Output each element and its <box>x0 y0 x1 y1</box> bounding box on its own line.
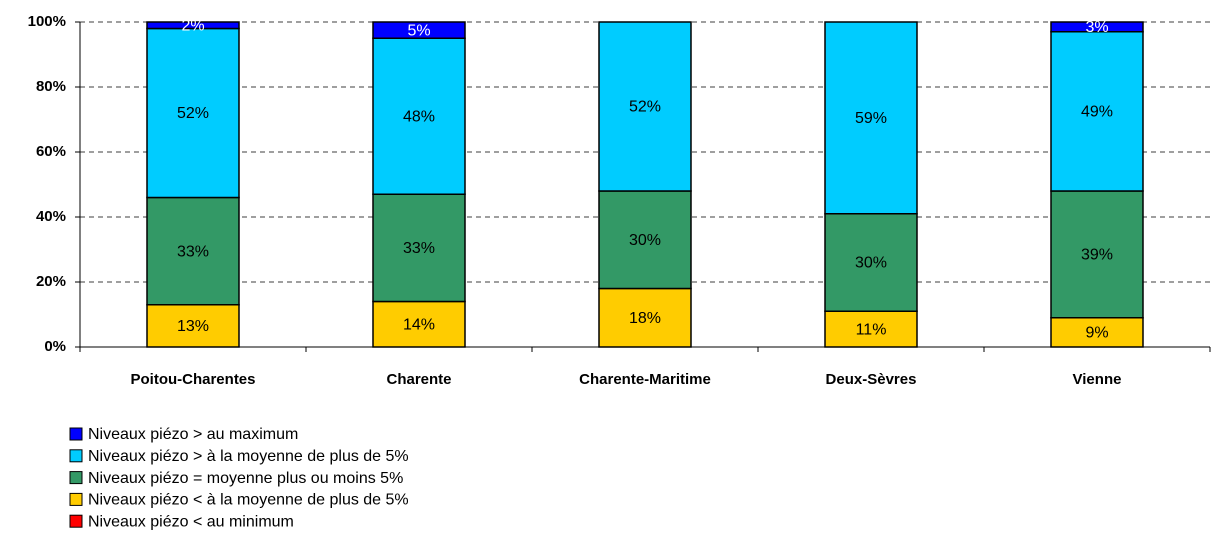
bar-segment <box>146 27 240 199</box>
data-label: 49% <box>1081 104 1113 121</box>
bar-segment <box>824 213 918 312</box>
data-label: 33% <box>403 240 435 257</box>
data-label: 9% <box>1085 325 1108 342</box>
legend-label: Niveaux piézo = moyenne plus ou moins 5% <box>88 470 403 487</box>
x-tick-label: Vienne <box>1073 371 1122 388</box>
bar-segment <box>146 196 240 306</box>
x-tick-label: Charente-Maritime <box>579 371 711 388</box>
bar-segment <box>598 190 692 290</box>
data-label: 14% <box>403 316 435 333</box>
data-label: 5% <box>407 22 430 39</box>
bar-segment <box>146 304 240 348</box>
data-label: 52% <box>177 105 209 122</box>
bar-segment <box>372 193 466 303</box>
bar-segment <box>824 310 918 348</box>
legend-swatch <box>69 492 83 506</box>
legend-label: Niveaux piézo < à la moyenne de plus de … <box>88 492 409 509</box>
y-tick-label: 0% <box>44 338 66 355</box>
x-tick-label: Deux-Sèvres <box>826 371 917 388</box>
data-label: 59% <box>855 110 887 127</box>
bar-segment <box>1050 21 1144 33</box>
data-label: 30% <box>855 255 887 272</box>
legend-swatch <box>69 514 83 528</box>
bar-segment <box>372 21 466 39</box>
data-label: 11% <box>856 321 887 338</box>
bar-segment <box>824 21 918 215</box>
bar-segment <box>598 21 692 192</box>
y-tick-label: 20% <box>36 273 66 290</box>
bar-segment <box>1050 190 1144 319</box>
data-label: 52% <box>629 99 661 116</box>
data-label: 3% <box>1085 19 1108 36</box>
data-label: 18% <box>629 310 661 327</box>
data-label: 30% <box>629 232 661 249</box>
bar-segment <box>372 37 466 195</box>
y-tick-label: 80% <box>36 78 66 95</box>
legend-swatch <box>69 449 83 463</box>
bar-segment <box>372 300 466 348</box>
bar-segment <box>1050 31 1144 192</box>
x-tick-label: Charente <box>386 371 451 388</box>
x-tick-label: Poitou-Charentes <box>130 371 255 388</box>
y-tick-label: 60% <box>36 143 66 160</box>
bar-segment <box>598 287 692 348</box>
data-label: 33% <box>177 243 209 260</box>
y-tick-label: 100% <box>28 13 66 30</box>
data-label: 2% <box>181 17 204 34</box>
legend-label: Niveaux piézo > à la moyenne de plus de … <box>88 448 409 465</box>
y-tick-label: 40% <box>36 208 66 225</box>
legend-label: Niveaux piézo < au minimum <box>88 513 294 530</box>
legend-swatch <box>69 427 83 441</box>
bar-segment <box>146 21 240 30</box>
data-label: 39% <box>1081 247 1113 264</box>
legend-label: Niveaux piézo > au maximum <box>88 426 298 443</box>
data-label: 13% <box>177 318 209 335</box>
legend-swatch <box>69 471 83 485</box>
data-label: 48% <box>403 108 435 125</box>
